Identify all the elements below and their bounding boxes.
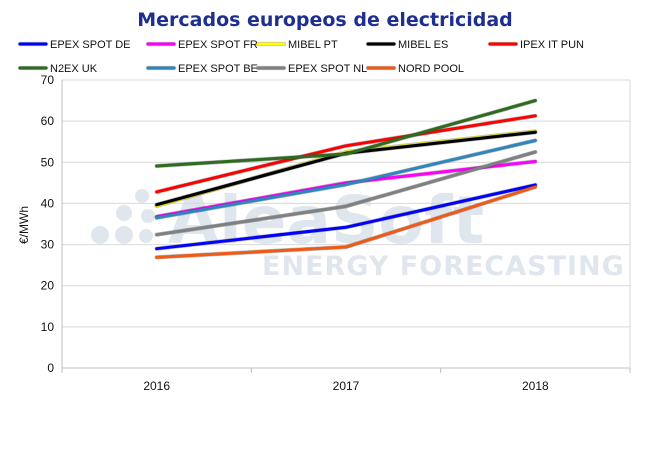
legend-item: MIBEL PT [255,39,338,51]
legend-label: EPEX SPOT DE [50,39,131,51]
legend-item: EPEX SPOT FR [145,39,258,51]
chart-title: Mercados europeos de electricidad [137,9,513,31]
watermark-tagline: ENERGY FORECASTING [262,251,625,282]
y-tick-label: 30 [41,238,55,252]
legend-label: EPEX SPOT NL [288,63,367,75]
legend-label: EPEX SPOT FR [178,39,258,51]
legend-item: NORD POOL [365,63,464,75]
y-tick-label: 20 [41,279,55,293]
x-tick-label: 2017 [333,379,360,393]
y-tick-label: 70 [41,73,55,87]
legend-item: EPEX SPOT BE [145,63,258,75]
legend-label: MIBEL ES [398,39,448,51]
legend-item: EPEX SPOT DE [17,39,131,51]
legend-item: IPEX IT PUN [487,39,584,51]
legend-label: NORD POOL [398,63,464,75]
y-tick-label: 0 [47,361,54,375]
legend-label: IPEX IT PUN [520,39,584,51]
x-tick-label: 2018 [522,379,549,393]
y-tick-label: 40 [41,196,55,210]
legend-item: MIBEL ES [365,39,448,51]
x-tick-label: 2016 [143,379,170,393]
chart-axes: 0 10 20 30 40 50 60 70 2016 2017 2018 [41,73,631,393]
legend-item: EPEX SPOT NL [255,63,367,75]
legend-label: EPEX SPOT BE [178,63,258,75]
legend-label: N2EX UK [50,63,98,75]
y-axis-label: €/MWh [17,206,31,244]
legend-item: N2EX UK [17,63,98,75]
y-tick-label: 60 [41,114,55,128]
legend-label: MIBEL PT [288,39,338,51]
chart-legend: EPEX SPOT DE EPEX SPOT FR MIBEL PT MIBEL ES… [17,39,584,75]
watermark-dots-icon [91,189,155,244]
chart-series [154,98,538,260]
y-tick-label: 50 [41,155,55,169]
y-tick-label: 10 [41,320,55,334]
